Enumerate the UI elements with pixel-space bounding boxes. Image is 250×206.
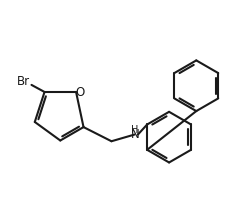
Text: Br: Br [17,74,30,87]
Text: N: N [130,128,139,141]
Text: H: H [131,124,138,134]
Text: O: O [75,85,84,98]
